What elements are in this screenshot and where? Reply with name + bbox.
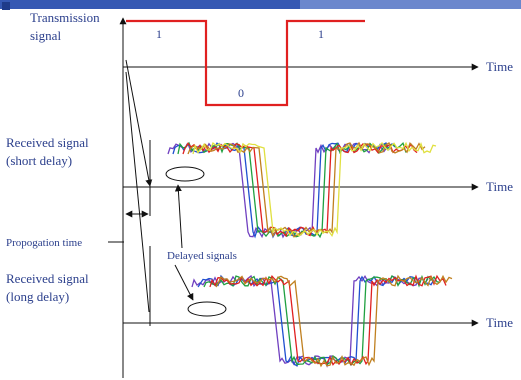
short-delay-wave-3: [177, 141, 407, 239]
received-short-label-line2: (short delay): [6, 153, 72, 168]
delayed-signals-ellipse-top: [165, 166, 205, 182]
header-bullet-icon: [2, 2, 10, 10]
received-long-label-line1: Received signal: [6, 271, 89, 286]
header-fade: [300, 0, 521, 9]
time-axis-label-3: Time: [486, 315, 513, 330]
short-delay-wave-1: [167, 142, 388, 239]
delayed-signals-ellipse-bottom: [187, 301, 227, 317]
long-delay-wave-4: [209, 274, 447, 366]
long-delay-wave-2: [197, 274, 435, 367]
time-axis-label-2: Time: [486, 179, 513, 194]
pointer-to-long: [125, 71, 150, 313]
long-delay-wave-3: [203, 274, 441, 367]
transmission-signal-waveform: [126, 19, 365, 107]
bit-label-1: 1: [156, 27, 162, 41]
header-bar: [0, 0, 521, 9]
short-delay-wave-6: [192, 141, 437, 238]
bit-label-0: 0: [238, 86, 244, 100]
pointer-to-short: [125, 59, 153, 187]
time-axis-label-1: Time: [486, 59, 513, 74]
received-waveforms-group: [167, 141, 453, 368]
propagation-time-label: Propogation time: [6, 237, 82, 249]
short-delay-wave-4: [182, 142, 418, 238]
bit-label-1b: 1: [318, 27, 324, 41]
transmission-label-line2: signal: [30, 28, 61, 43]
received-short-label-line1: Received signal: [6, 135, 89, 150]
delayed-pointer-up: [174, 184, 183, 249]
received-long-label-line2: (long delay): [6, 289, 69, 304]
long-delay-wave-5: [215, 274, 453, 368]
short-delay-wave-2: [172, 142, 396, 239]
long-delay-wave-1: [191, 274, 429, 368]
delayed-signals-label: Delayed signals: [167, 250, 237, 262]
delayed-pointer-down: [174, 264, 194, 301]
transmission-label-line1: Transmission: [30, 10, 100, 25]
short-delay-wave-5: [187, 141, 426, 238]
